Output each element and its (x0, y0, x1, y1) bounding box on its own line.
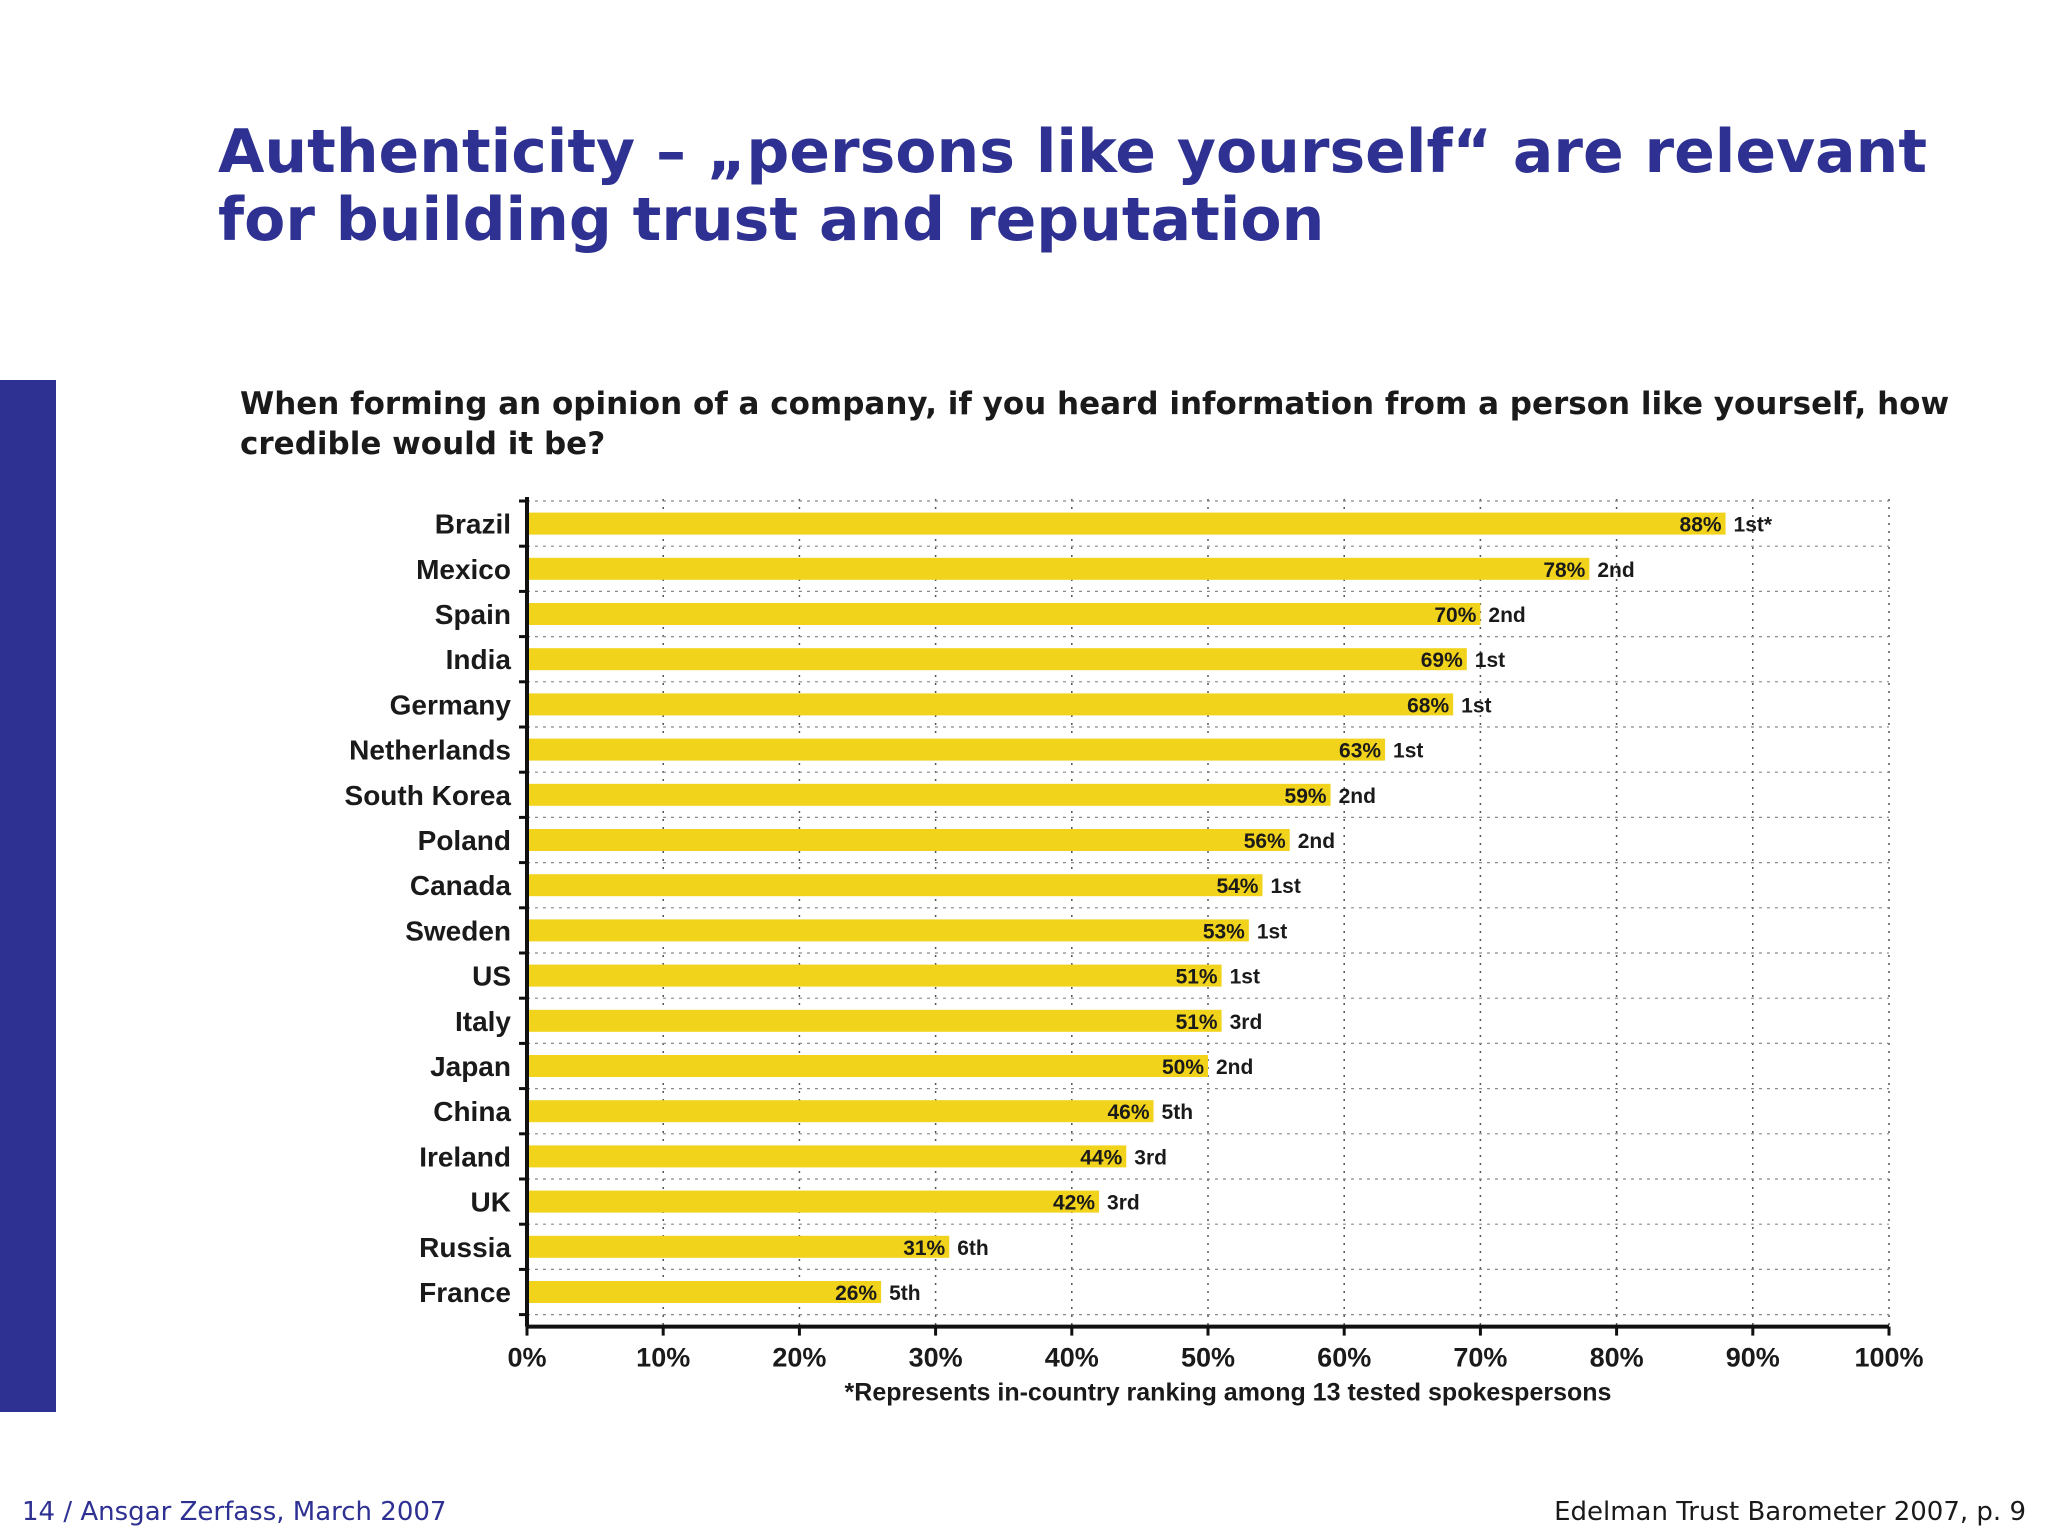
value-label: 68% (1407, 694, 1449, 717)
bar (527, 783, 1331, 806)
category-label: Italy (455, 1006, 511, 1037)
category-label: Japan (430, 1051, 511, 1082)
rank-label: 3rd (1107, 1192, 1140, 1215)
footer-source: Edelman Trust Barometer 2007, p. 9 (1554, 1497, 2026, 1527)
rank-label: 1st (1270, 875, 1300, 898)
value-label: 70% (1434, 604, 1476, 627)
rank-label: 2nd (1597, 559, 1634, 582)
bar (527, 964, 1222, 987)
category-label: South Korea (345, 780, 512, 811)
value-label: 42% (1053, 1192, 1095, 1215)
bar (527, 1281, 882, 1303)
x-tick-label: 30% (909, 1343, 963, 1373)
x-tick-label: 10% (636, 1343, 690, 1373)
category-label: Mexico (416, 554, 511, 585)
bar (527, 693, 1454, 716)
rank-label: 2nd (1488, 604, 1525, 627)
value-label: 88% (1680, 514, 1722, 537)
rank-label: 1st (1393, 740, 1423, 763)
x-tick-label: 100% (1854, 1343, 1923, 1373)
rank-label: 1st (1461, 694, 1491, 717)
bar (527, 557, 1590, 580)
bar (527, 1055, 1208, 1077)
x-tick-label: 60% (1317, 1343, 1371, 1373)
value-label: 31% (903, 1237, 945, 1260)
chart-footnote: *Represents in-country ranking among 13 … (845, 1379, 1612, 1407)
category-label: UK (471, 1187, 511, 1218)
x-tick-label: 0% (507, 1343, 546, 1373)
value-label: 59% (1285, 785, 1327, 808)
bar (527, 1145, 1127, 1168)
x-tick-label: 90% (1726, 1343, 1780, 1373)
value-label: 50% (1162, 1056, 1204, 1079)
category-label: India (446, 644, 512, 675)
value-label: 46% (1107, 1101, 1149, 1124)
value-label: 44% (1080, 1146, 1122, 1169)
rank-label: 1st* (1734, 514, 1773, 537)
category-label: Spain (435, 599, 511, 630)
rank-label: 6th (957, 1237, 989, 1260)
bar (527, 1009, 1222, 1032)
category-label: Brazil (435, 509, 511, 540)
rank-label: 5th (889, 1282, 921, 1305)
category-label: Russia (419, 1232, 511, 1263)
bar (527, 738, 1386, 761)
rank-label: 2nd (1298, 830, 1335, 853)
x-tick-label: 40% (1045, 1343, 1099, 1373)
rank-label: 1st (1230, 966, 1260, 989)
value-label: 56% (1244, 830, 1286, 853)
category-label: Netherlands (349, 735, 511, 766)
category-label: Ireland (419, 1141, 511, 1172)
bar (527, 874, 1263, 897)
rank-label: 3rd (1134, 1146, 1167, 1169)
category-label: France (419, 1277, 511, 1308)
category-label: Canada (410, 870, 512, 901)
value-label: 63% (1339, 740, 1381, 763)
footer-page-info: 14 / Ansgar Zerfass, March 2007 (22, 1497, 447, 1527)
accent-bar (0, 380, 56, 1412)
x-tick-label: 80% (1590, 1343, 1644, 1373)
bar (527, 512, 1726, 535)
rank-label: 1st (1257, 920, 1287, 943)
bar-chart: Brazil 88% 1st* Mexico 78% 2nd Spain 70% 2nd Indi… (345, 497, 1924, 1407)
rank-label: 1st (1475, 649, 1505, 672)
value-label: 51% (1176, 1011, 1218, 1034)
bar (527, 648, 1467, 671)
rank-label: 2nd (1339, 785, 1376, 808)
bar (527, 829, 1290, 851)
category-label: US (472, 961, 511, 992)
x-tick-label: 70% (1453, 1343, 1507, 1373)
chart-title: When forming an opinion of a company, if… (240, 386, 1950, 462)
value-label: 53% (1203, 920, 1245, 943)
x-tick-label: 20% (772, 1343, 826, 1373)
value-label: 69% (1421, 649, 1463, 672)
rank-label: 3rd (1230, 1011, 1263, 1034)
rank-label: 2nd (1216, 1056, 1253, 1079)
bar (527, 1235, 950, 1258)
slide-title: Authenticity – „persons like yourself“ a… (218, 117, 1928, 255)
rank-label: 5th (1162, 1101, 1194, 1124)
x-tick-label: 50% (1181, 1343, 1235, 1373)
value-label: 26% (835, 1282, 877, 1305)
bar (527, 1190, 1100, 1213)
bar (527, 919, 1249, 942)
value-label: 51% (1176, 966, 1218, 989)
category-label: Poland (418, 825, 511, 856)
bar (527, 603, 1481, 625)
category-label: China (433, 1096, 511, 1127)
category-label: Germany (390, 689, 512, 720)
value-label: 54% (1216, 875, 1258, 898)
value-label: 78% (1543, 559, 1585, 582)
category-label: Sweden (405, 915, 511, 946)
bar (527, 1100, 1154, 1123)
